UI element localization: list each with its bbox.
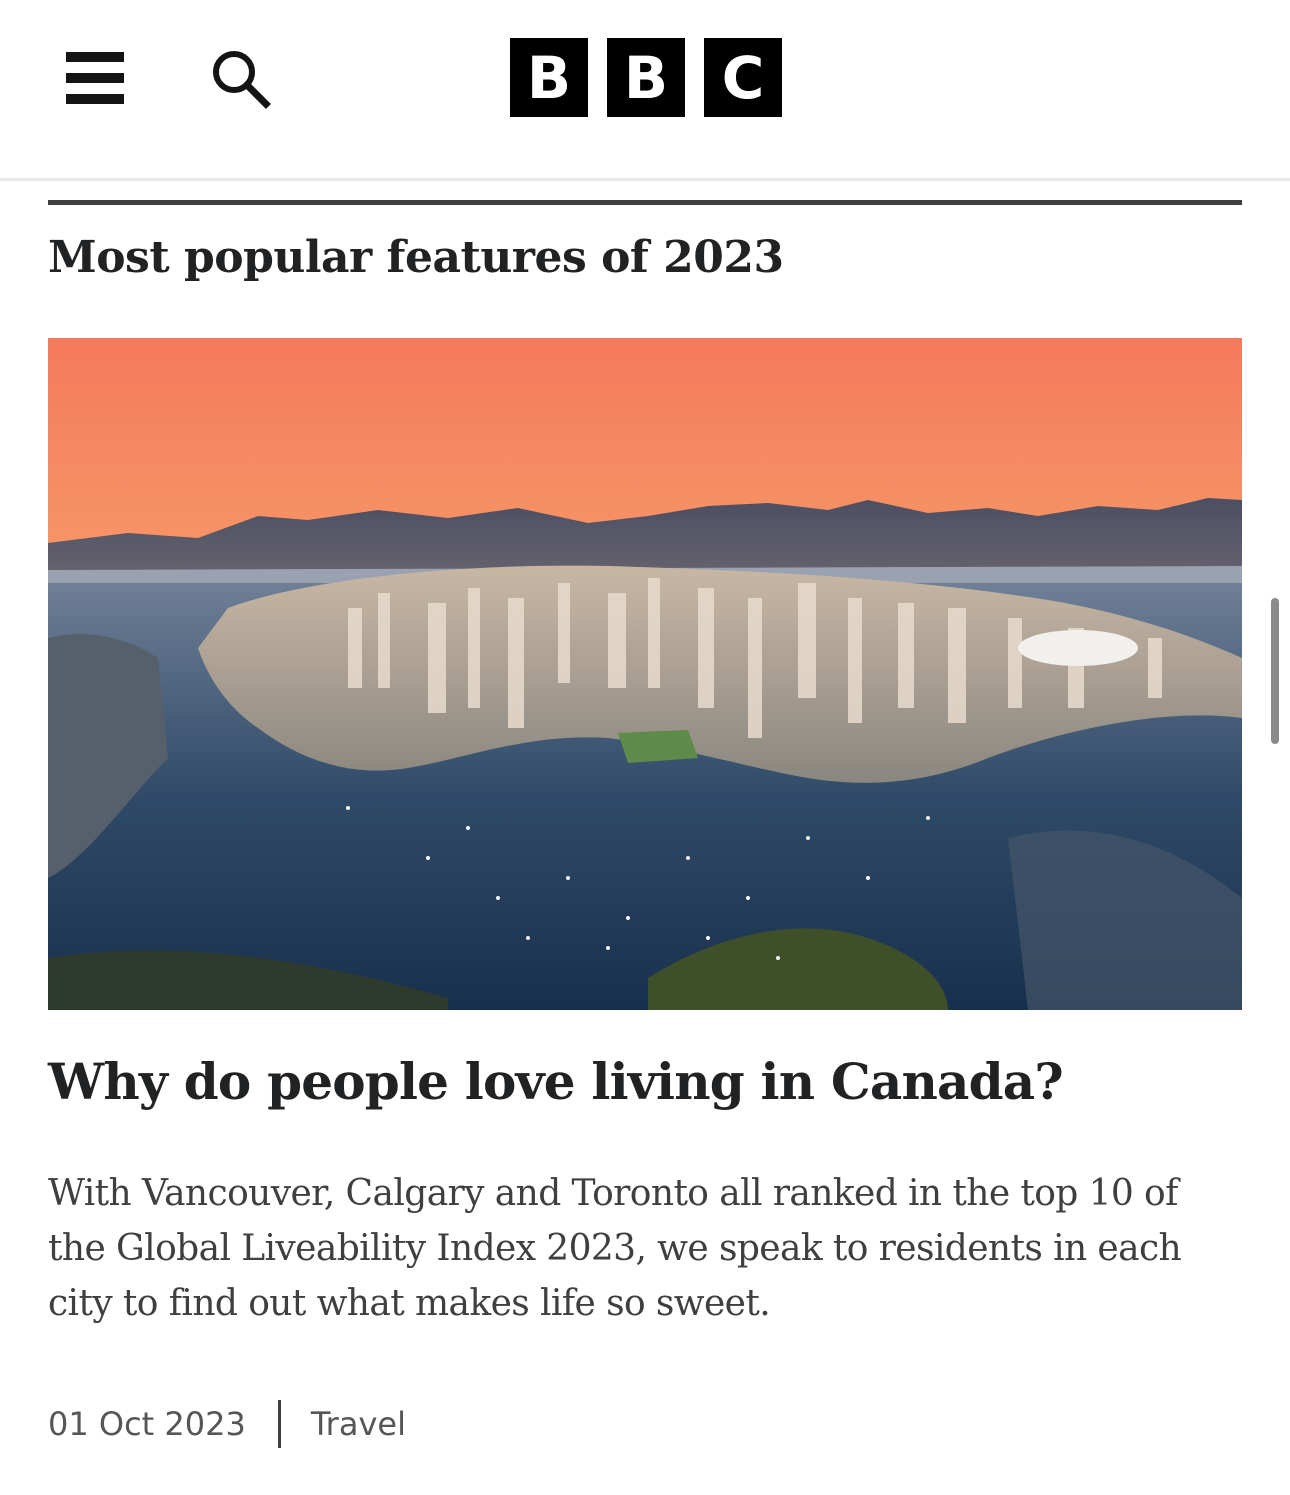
article-summary: With Vancouver, Calgary and Toronto all … [48, 1173, 1182, 1324]
section-title: Most popular features of 2023 [48, 232, 784, 283]
article-title[interactable]: Why do people love living in Canada? [48, 1052, 1064, 1111]
article-image[interactable] [48, 338, 1242, 1010]
search-icon[interactable] [210, 48, 272, 110]
meta-divider [277, 1400, 281, 1448]
article-topic-link[interactable]: Travel [310, 1405, 406, 1443]
article-date: 01 Oct 2023 [48, 1405, 246, 1443]
hamburger-menu-icon[interactable] [66, 50, 126, 106]
logo-letter-b1: B [510, 38, 588, 117]
site-header: B B C [0, 0, 1290, 181]
logo-letter-b2: B [607, 38, 685, 117]
scrollbar[interactable] [1271, 598, 1279, 744]
section-divider [48, 200, 1242, 205]
bbc-logo[interactable]: B B C [510, 38, 782, 117]
article-meta: 01 Oct 2023 Travel [48, 1398, 406, 1450]
logo-letter-c: C [704, 38, 782, 117]
